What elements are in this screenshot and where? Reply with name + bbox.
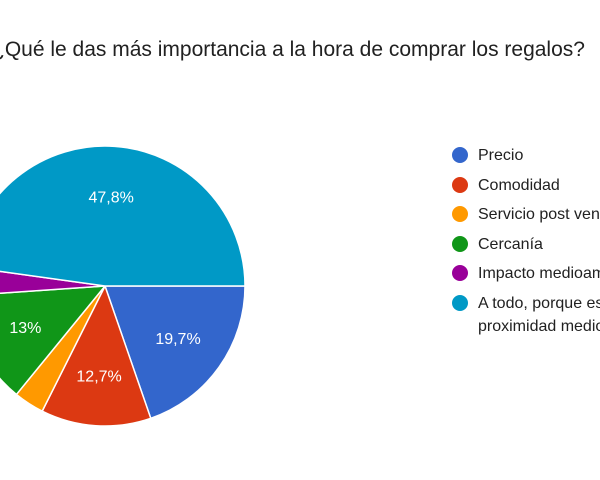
slice-label-5: 47,8% [89, 190, 134, 207]
legend-label-servicio-post-venta: Servicio post venta [478, 206, 600, 223]
legend-swatch-precio [452, 147, 468, 163]
chart-title: ¿Qué le das más importancia a la hora de… [0, 38, 585, 61]
legend-swatch-a-todo [452, 294, 468, 311]
legend: Precio Comodidad Servicio post venta Cer… [452, 144, 600, 338]
slice-label-1: 12,7% [76, 368, 121, 385]
pie-slice-1[interactable] [41, 284, 152, 427]
legend-label-a-todo: A todo, porque es clave en la proximidad… [478, 294, 600, 335]
pie-slice-3[interactable] [0, 285, 107, 396]
legend-item-cercania[interactable]: Cercanía [452, 233, 600, 263]
legend-swatch-cercania [452, 235, 468, 252]
legend-item-comodidad[interactable]: Comodidad [452, 174, 600, 204]
pie-slice-5[interactable] [0, 145, 246, 287]
legend-swatch-comodidad [452, 176, 468, 193]
legend-label-impacto-medioambiental: Impacto medioambiental [478, 265, 600, 282]
slice-label-0: 19,7% [155, 331, 200, 348]
legend-swatch-servicio-post-venta [452, 206, 468, 222]
slice-label-3: 13% [9, 320, 41, 337]
legend-item-servicio-post-venta[interactable]: Servicio post venta [452, 203, 600, 233]
legend-item-a-todo[interactable]: A todo, porque es clave en la proximidad… [452, 292, 600, 338]
legend-swatch-impacto-medioambiental [452, 265, 468, 281]
legend-label-cercania: Cercanía [478, 235, 543, 253]
legend-item-impacto-medioambiental[interactable]: Impacto medioambiental [452, 262, 600, 292]
legend-item-precio[interactable]: Precio [452, 144, 600, 174]
legend-label-precio: Precio [478, 147, 524, 164]
pie-slice-4[interactable] [0, 267, 106, 296]
legend-label-comodidad: Comodidad [478, 176, 560, 194]
